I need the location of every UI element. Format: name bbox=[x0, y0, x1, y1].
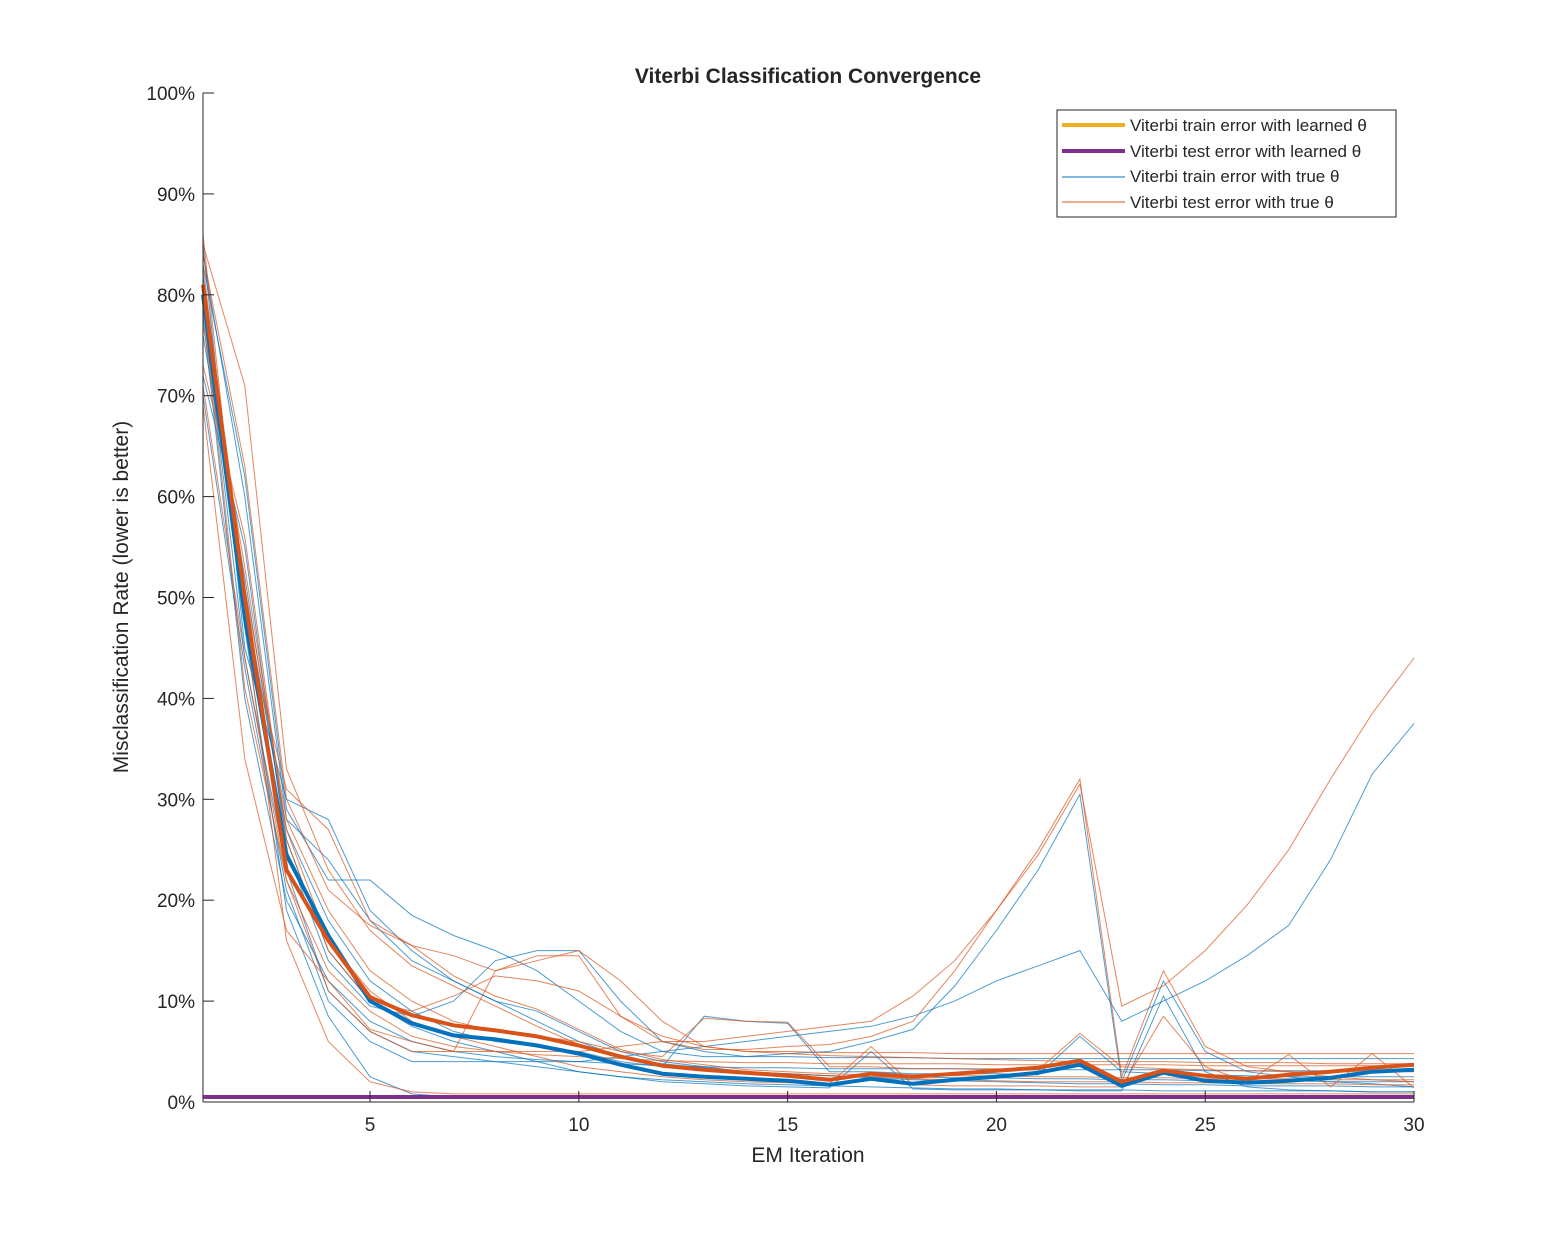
x-ticks: 5 10 15 20 25 30 bbox=[365, 1091, 1425, 1136]
plot-area bbox=[203, 93, 1414, 1102]
test-true-run-2 bbox=[202, 365, 1414, 1055]
y-tick-label: 90% bbox=[157, 185, 195, 206]
chart-title: Viterbi Classification Convergence bbox=[635, 65, 981, 88]
y-tick-label: 70% bbox=[157, 387, 195, 408]
test-true-run-8 bbox=[202, 405, 1414, 1065]
y-tick-label: 30% bbox=[157, 790, 195, 811]
legend-label-train-true: Viterbi train error with true θ bbox=[1130, 167, 1339, 186]
legend-label-test-learned: Viterbi test error with learned θ bbox=[1130, 142, 1361, 161]
mean-test-line bbox=[201, 284, 1415, 1084]
y-tick-label: 40% bbox=[157, 689, 195, 710]
y-tick-label: 0% bbox=[168, 1093, 196, 1114]
mean-train-line bbox=[201, 294, 1415, 1088]
test-true-run-0 bbox=[202, 234, 1414, 1081]
y-tick-label: 80% bbox=[157, 286, 195, 307]
y-tick-label: 20% bbox=[157, 891, 195, 912]
legend-label-train-learned: Viterbi train error with learned θ bbox=[1130, 116, 1367, 135]
test-true-run-5 bbox=[202, 385, 1415, 1052]
x-tick-label: 15 bbox=[777, 1115, 798, 1136]
y-tick-label: 100% bbox=[146, 84, 195, 105]
legend: Viterbi train error with learned θ Viter… bbox=[1056, 109, 1397, 218]
x-tick-label: 30 bbox=[1403, 1115, 1424, 1136]
legend-box bbox=[1056, 109, 1397, 218]
train-true-run-1 bbox=[202, 314, 1414, 1072]
x-tick-label: 10 bbox=[568, 1115, 589, 1136]
train-true-run-2 bbox=[202, 375, 1414, 1060]
train-true-run-5 bbox=[202, 395, 1415, 1063]
test-true-run-1 bbox=[202, 304, 1414, 1067]
train-true-run-7 bbox=[202, 335, 1414, 1093]
x-tick-label: 20 bbox=[986, 1115, 1007, 1136]
y-axis-label: Misclassification Rate (lower is better) bbox=[110, 421, 133, 773]
test-true-run-4 bbox=[202, 284, 1414, 1073]
mean-lines bbox=[201, 284, 1415, 1099]
y-tick-label: 10% bbox=[157, 992, 195, 1013]
test-true-run-3 bbox=[202, 254, 1415, 1083]
x-tick-label: 25 bbox=[1195, 1115, 1216, 1136]
x-axis-label: EM Iteration bbox=[751, 1144, 864, 1167]
y-tick-label: 50% bbox=[157, 589, 195, 610]
y-tick-label: 60% bbox=[157, 488, 195, 509]
y-ticks: 0% 10% 20% 30% 40% 50% 60% 70% 80% 90% 100% bbox=[146, 84, 214, 1114]
test-true-run-6 bbox=[202, 264, 1414, 1095]
legend-label-test-true: Viterbi test error with true θ bbox=[1130, 193, 1334, 212]
x-tick-label: 5 bbox=[365, 1115, 376, 1136]
